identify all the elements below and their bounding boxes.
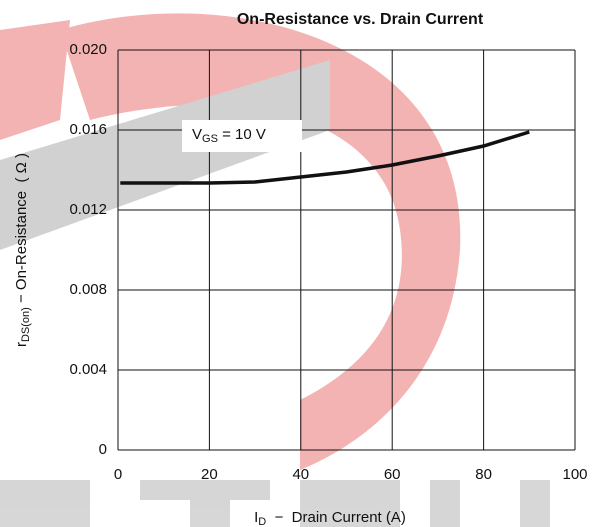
annotation: VGS = 10 V (192, 126, 266, 145)
y-tick-label: 0.012 (69, 201, 107, 218)
x-label-sub: D (258, 516, 266, 527)
y-tick-label: 0.020 (69, 41, 107, 58)
y-tick-label: 0.004 (69, 361, 107, 378)
annotation-sub: GS (202, 133, 218, 145)
annotation-bg (182, 120, 302, 152)
x-label-main: I (254, 509, 258, 526)
x-label-rest: − Drain Current (A) (266, 509, 406, 526)
y-axis-label: rDS(on) − On-Resistance ( Ω ) (13, 153, 32, 347)
x-tick-label: 80 (475, 466, 492, 483)
x-tick-label: 20 (201, 466, 218, 483)
y-tick-label: 0 (99, 441, 107, 458)
annotation-rest: = 10 V (218, 126, 266, 143)
y-label-sub: DS(on) (20, 307, 32, 342)
line-series (120, 130, 530, 185)
x-axis-label: ID − Drain Current (A) (254, 509, 406, 527)
y-label-main: r (13, 342, 30, 347)
chart-title: On-Resistance vs. Drain Current (237, 11, 484, 28)
x-tick-label: 100 (562, 466, 587, 483)
y-tick-label: 0.016 (69, 121, 107, 138)
x-tick-label: 40 (292, 466, 309, 483)
y-label-rest: − On-Resistance ( Ω ) (13, 153, 30, 307)
annotation-main: V (192, 126, 202, 143)
watermark (0, 13, 550, 527)
x-tick-label: 60 (384, 466, 401, 483)
y-tick-label: 0.008 (69, 281, 107, 298)
x-tick-label: 0 (114, 466, 122, 483)
